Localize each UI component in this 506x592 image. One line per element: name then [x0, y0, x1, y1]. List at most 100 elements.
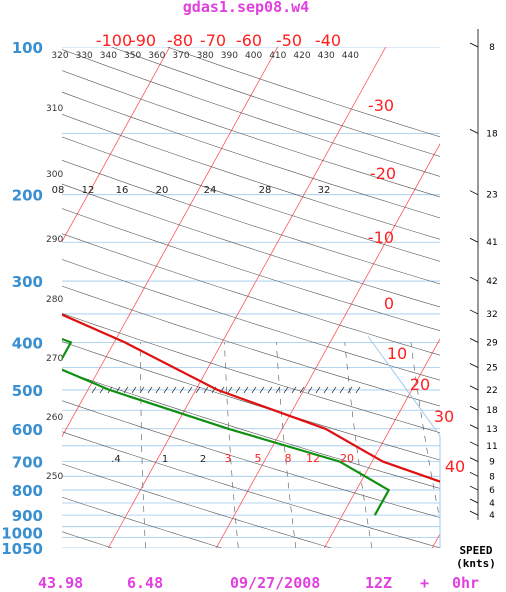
wind-column: 8 18 23 41 42 32 29 25 22 18 13 11 9 8 6 4 4 — [469, 29, 498, 521]
theta-label: 300 — [46, 170, 63, 180]
hatch-mark — [283, 386, 289, 394]
hatch-mark — [267, 386, 273, 394]
footer-lat: 43.98 — [38, 574, 83, 592]
temp-top-label: -100 — [96, 31, 132, 50]
pressure-label: 400 — [12, 334, 43, 352]
mixing-ratio-label: 3 — [225, 452, 232, 465]
hatch-mark — [299, 386, 305, 394]
theta-label: 280 — [46, 295, 63, 305]
wind-barb — [469, 363, 479, 368]
dry-adiabat — [62, 259, 440, 381]
dry-adiabat — [62, 313, 440, 433]
pressure-label: 300 — [12, 273, 43, 291]
wind-barb — [469, 42, 479, 48]
mixing-ratio-label: 08 — [52, 185, 65, 196]
wind-barb — [469, 309, 479, 315]
hatch-mark — [163, 386, 169, 394]
theta-label: 270 — [46, 354, 63, 364]
dry-adiabat — [62, 233, 440, 356]
theta-label: 400 — [245, 51, 262, 61]
footer-fcst: 0hr — [452, 574, 479, 592]
mixing-ratio-label: 16 — [116, 185, 129, 196]
theta-label: 410 — [269, 51, 286, 61]
dry-adiabat — [62, 341, 440, 461]
pressure-label: 900 — [12, 507, 43, 525]
wind-barb — [469, 338, 479, 343]
wind-speed-label: 13 — [486, 425, 497, 435]
wind-speed-label: 29 — [486, 338, 498, 348]
wind-barb — [469, 424, 479, 430]
hatch-mark — [171, 386, 177, 394]
mixing-ratio-line — [140, 342, 146, 548]
grid — [62, 47, 440, 548]
theta-label: 430 — [318, 51, 335, 61]
wind-speed-label: 32 — [486, 310, 497, 320]
temp-top-label: -50 — [276, 31, 302, 50]
wind-speed-label: 4 — [489, 511, 495, 521]
hatch-mark — [155, 386, 161, 394]
hatch-mark — [91, 386, 97, 394]
wind-speed-label: 4 — [489, 499, 495, 509]
hatch-mark — [195, 386, 201, 394]
speed-units: (knts) — [456, 557, 496, 570]
theta-label: 380 — [197, 51, 214, 61]
hatch-mark — [139, 386, 145, 394]
boundary-line — [367, 336, 441, 437]
isotherm — [431, 533, 440, 548]
theta-label: 330 — [76, 51, 93, 61]
temp-right-label: -30 — [368, 96, 394, 115]
dry-adiabat — [62, 91, 440, 219]
mixing-ratio-line — [344, 342, 373, 548]
footer-time: 12Z — [365, 574, 392, 592]
wind-speed-label: 8 — [489, 43, 495, 53]
hatch-mark — [147, 386, 153, 394]
temp-right-label: 30 — [434, 407, 454, 426]
theta-label: 360 — [148, 51, 165, 61]
pressure-label: 1000 — [1, 525, 43, 543]
mixing-ratio-label: 20 — [156, 185, 169, 196]
dry-adiabat — [62, 285, 440, 407]
mixing-ratio-line — [410, 342, 440, 522]
dry-adiabat — [62, 463, 332, 548]
hatch-mark — [187, 386, 193, 394]
wind-speed-label: 11 — [486, 442, 497, 452]
theta-label: 390 — [221, 51, 238, 61]
mixing-ratio-line — [224, 342, 239, 548]
temp-right-label: -20 — [370, 164, 396, 183]
theta-label: 320 — [51, 51, 68, 61]
temp-right-label: 40 — [445, 457, 465, 476]
pressure-label: 600 — [12, 421, 43, 439]
mixing-ratio-label: 24 — [204, 185, 217, 196]
hatch-mark — [331, 386, 337, 394]
hatch-mark — [323, 386, 329, 394]
hatch-mark — [339, 386, 345, 394]
dry-adiabat — [62, 370, 440, 489]
mixing-ratio-label: 8 — [285, 452, 292, 465]
hatch-mark — [179, 386, 185, 394]
isotherm — [62, 47, 171, 243]
wind-barb — [469, 498, 479, 504]
theta-label: 350 — [124, 51, 141, 61]
footer-lon: 6.48 — [127, 574, 163, 592]
wind-speed-label: 22 — [486, 386, 497, 396]
mixing-ratio-label: 28 — [259, 185, 272, 196]
mixing-ratio-label: 20 — [340, 452, 354, 465]
theta-label: 370 — [172, 51, 189, 61]
wind-barb — [469, 385, 479, 391]
footer-date: 09/27/2008 — [230, 574, 320, 592]
wind-barb — [469, 276, 479, 282]
dry-adiabat — [62, 183, 440, 308]
hatch-mark — [315, 386, 321, 394]
wind-speed-label: 8 — [489, 472, 495, 482]
hatch-mark — [347, 386, 353, 394]
wind-speed-label: 41 — [486, 238, 497, 248]
dry-adiabat — [62, 49, 440, 177]
pressure-label: 200 — [12, 187, 43, 205]
mixing-ratio-label: 1 — [162, 454, 168, 465]
theta-label: 340 — [100, 51, 117, 61]
temp-top-label: -90 — [130, 31, 156, 50]
wind-barb — [469, 237, 479, 243]
isotherm — [215, 143, 440, 548]
hatch-mark — [123, 386, 129, 394]
isotherm — [323, 338, 440, 548]
